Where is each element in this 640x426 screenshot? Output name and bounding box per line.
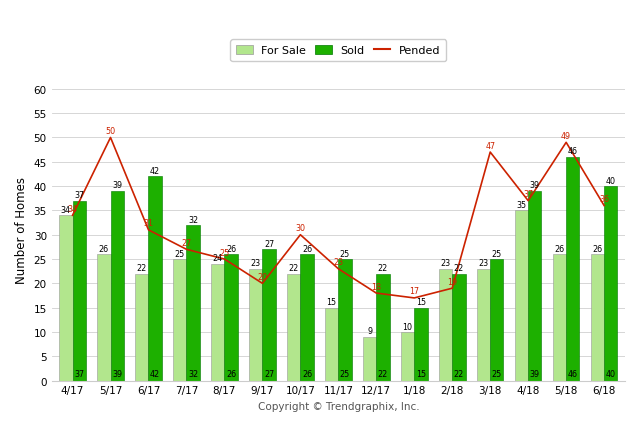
Text: 10: 10 xyxy=(403,322,413,331)
Bar xyxy=(439,269,452,381)
Text: 32: 32 xyxy=(188,369,198,378)
Text: 22: 22 xyxy=(137,264,147,273)
Bar xyxy=(262,250,276,381)
Text: 18: 18 xyxy=(371,282,381,291)
Bar xyxy=(490,259,504,381)
Text: 39: 39 xyxy=(530,181,540,190)
Text: 27: 27 xyxy=(264,239,274,248)
Bar xyxy=(60,216,72,381)
Legend: For Sale, Sold, Pended: For Sale, Sold, Pended xyxy=(230,40,446,62)
Text: 40: 40 xyxy=(606,176,616,185)
Y-axis label: Number of Homes: Number of Homes xyxy=(15,177,28,284)
Bar xyxy=(211,264,225,381)
Bar xyxy=(173,259,186,381)
Text: 22: 22 xyxy=(378,369,388,378)
Text: 47: 47 xyxy=(485,141,495,150)
Bar xyxy=(553,255,566,381)
Text: 40: 40 xyxy=(606,369,616,378)
Text: 15: 15 xyxy=(416,369,426,378)
Bar xyxy=(339,259,351,381)
Bar xyxy=(566,158,579,381)
Bar xyxy=(249,269,262,381)
Text: 25: 25 xyxy=(340,369,350,378)
Bar xyxy=(414,308,428,381)
Bar xyxy=(604,187,618,381)
Text: 46: 46 xyxy=(568,147,578,156)
Bar xyxy=(363,337,376,381)
Bar xyxy=(111,192,124,381)
Bar xyxy=(515,211,528,381)
Text: 37: 37 xyxy=(74,191,84,200)
Text: 26: 26 xyxy=(226,369,236,378)
Text: 17: 17 xyxy=(409,287,419,296)
Bar xyxy=(376,274,390,381)
Text: 42: 42 xyxy=(150,167,160,176)
Bar xyxy=(401,332,414,381)
Text: 26: 26 xyxy=(554,244,564,253)
Text: 23: 23 xyxy=(333,258,344,267)
Text: 20: 20 xyxy=(257,272,268,281)
Text: 19: 19 xyxy=(447,277,458,286)
Text: 22: 22 xyxy=(454,264,464,273)
Text: 30: 30 xyxy=(296,224,305,233)
Text: 27: 27 xyxy=(181,238,191,247)
Text: 37: 37 xyxy=(74,369,84,378)
Text: 25: 25 xyxy=(220,248,230,257)
Bar xyxy=(325,308,339,381)
Text: 23: 23 xyxy=(251,259,261,268)
Text: 15: 15 xyxy=(326,297,337,306)
Text: 46: 46 xyxy=(568,369,578,378)
Text: 25: 25 xyxy=(175,249,185,258)
Text: 34: 34 xyxy=(68,204,77,213)
Text: 31: 31 xyxy=(143,219,154,228)
Text: 39: 39 xyxy=(530,369,540,378)
Text: 32: 32 xyxy=(188,215,198,224)
Text: 22: 22 xyxy=(378,264,388,273)
Text: 34: 34 xyxy=(61,205,71,214)
Text: 23: 23 xyxy=(440,259,451,268)
Bar xyxy=(477,269,490,381)
Text: 22: 22 xyxy=(454,369,464,378)
Text: 39: 39 xyxy=(112,369,122,378)
Text: 24: 24 xyxy=(212,254,223,263)
Bar xyxy=(591,255,604,381)
Text: 36: 36 xyxy=(599,195,609,204)
Bar xyxy=(452,274,465,381)
Text: 25: 25 xyxy=(492,249,502,258)
Text: 27: 27 xyxy=(264,369,274,378)
Bar xyxy=(300,255,314,381)
Text: 25: 25 xyxy=(492,369,502,378)
Text: 22: 22 xyxy=(289,264,299,273)
Text: 26: 26 xyxy=(226,244,236,253)
Bar xyxy=(287,274,300,381)
Bar xyxy=(528,192,541,381)
Text: 26: 26 xyxy=(99,244,109,253)
Text: 9: 9 xyxy=(367,327,372,336)
Text: 35: 35 xyxy=(516,201,527,210)
Text: 25: 25 xyxy=(340,249,350,258)
Text: 26: 26 xyxy=(593,244,602,253)
Bar xyxy=(186,225,200,381)
Text: 39: 39 xyxy=(112,181,122,190)
Text: 26: 26 xyxy=(302,244,312,253)
Text: 42: 42 xyxy=(150,369,160,378)
Text: 23: 23 xyxy=(479,259,488,268)
Bar xyxy=(225,255,237,381)
X-axis label: Copyright © Trendgraphix, Inc.: Copyright © Trendgraphix, Inc. xyxy=(257,401,419,411)
Text: 15: 15 xyxy=(416,297,426,306)
Text: 50: 50 xyxy=(106,127,116,136)
Text: 37: 37 xyxy=(523,190,533,199)
Bar xyxy=(97,255,111,381)
Bar xyxy=(135,274,148,381)
Text: 49: 49 xyxy=(561,132,572,141)
Bar xyxy=(148,177,162,381)
Text: 26: 26 xyxy=(302,369,312,378)
Bar xyxy=(72,201,86,381)
